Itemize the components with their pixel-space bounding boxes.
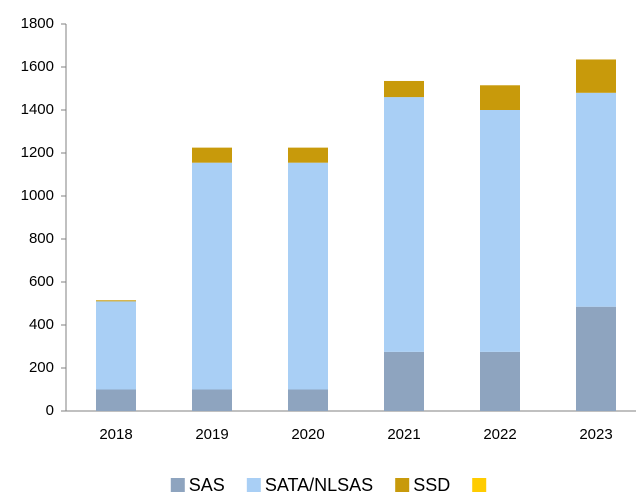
bar-segment	[288, 162, 328, 390]
bar-segment	[192, 162, 232, 390]
bar-segment	[576, 59, 616, 93]
legend-swatch	[395, 478, 410, 492]
legend-text: SATA/NLSAS	[265, 475, 373, 494]
y-tick-label: 200	[29, 359, 54, 376]
x-tick-label: 2021	[387, 426, 420, 443]
bar-segment	[384, 351, 424, 411]
x-tick-label: 2020	[291, 426, 324, 443]
bar-segment	[576, 306, 616, 411]
x-tick-label: 2023	[579, 426, 612, 443]
y-tick-label: 1200	[21, 144, 54, 161]
legend-swatch	[472, 478, 487, 492]
y-tick-label: 1400	[21, 101, 54, 118]
legend-text: SAS	[189, 475, 225, 494]
y-tick-label: 600	[29, 273, 54, 290]
bar-segment	[192, 389, 232, 411]
bar-segment	[384, 97, 424, 352]
bar-segment	[288, 147, 328, 163]
bar-segment	[96, 389, 136, 411]
bar-segment	[96, 301, 136, 390]
bar-segment	[480, 110, 520, 352]
bar-segment	[384, 80, 424, 98]
bar-segment	[576, 92, 616, 307]
bar-segment	[96, 300, 136, 302]
bar-segment	[480, 85, 520, 110]
legend-swatch	[246, 478, 261, 492]
y-tick-label: 0	[46, 402, 54, 419]
x-tick-label: 2022	[483, 426, 516, 443]
y-tick-label: 400	[29, 316, 54, 333]
x-tick-label: 2019	[195, 426, 228, 443]
y-tick-label: 1800	[21, 15, 54, 32]
bar-segment	[480, 351, 520, 411]
y-tick-label: 1000	[21, 187, 54, 204]
legend-swatch	[170, 478, 185, 492]
legend-text: SSD	[413, 475, 450, 494]
bar-segment	[288, 389, 328, 411]
x-tick-label: 2018	[99, 426, 132, 443]
y-tick-label: 800	[29, 230, 54, 247]
y-tick-label: 1600	[21, 58, 54, 75]
bar-segment	[192, 147, 232, 163]
